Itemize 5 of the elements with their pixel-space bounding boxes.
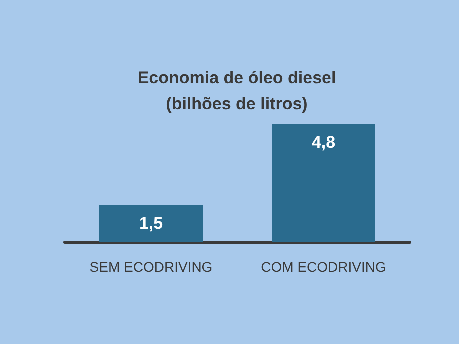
data-label: 4,8 [312, 133, 336, 152]
data-label: 1,5 [139, 214, 164, 234]
chart-title: Economia de óleo diesel (bilhões de litros) [138, 68, 336, 114]
x-tick-label: COM ECODRIVING [261, 259, 386, 275]
x-tick-label: SEM ECODRIVING [90, 259, 213, 275]
